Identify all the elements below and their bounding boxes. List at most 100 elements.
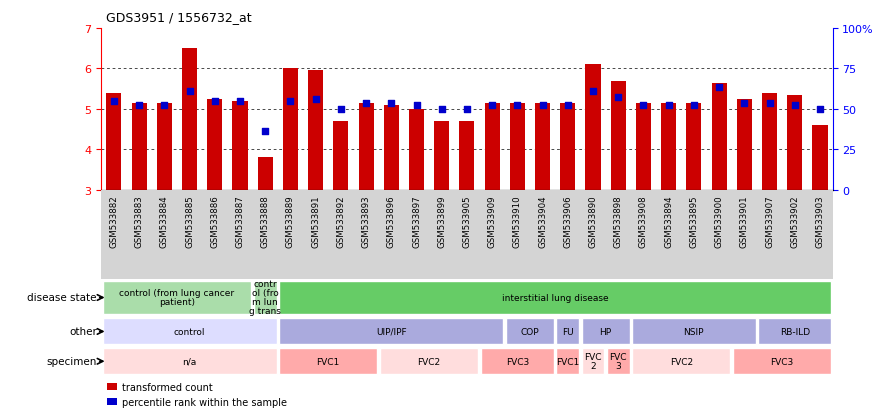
Bar: [380, 349, 478, 374]
Text: interstitial lung disease: interstitial lung disease: [502, 293, 609, 302]
Text: GSM533892: GSM533892: [337, 195, 345, 247]
Point: [510, 102, 524, 109]
Text: HP: HP: [600, 327, 611, 336]
Text: GSM533904: GSM533904: [538, 195, 547, 247]
Bar: [762, 93, 777, 190]
Text: GDS3951 / 1556732_at: GDS3951 / 1556732_at: [106, 11, 251, 24]
Point: [384, 100, 398, 107]
Point: [132, 102, 146, 109]
Text: FVC
2: FVC 2: [584, 352, 602, 370]
Bar: [279, 281, 832, 315]
Bar: [107, 398, 117, 405]
Bar: [733, 349, 832, 374]
Text: GSM533894: GSM533894: [664, 195, 673, 247]
Text: control: control: [174, 327, 205, 336]
Bar: [107, 93, 122, 190]
Point: [308, 96, 322, 103]
Bar: [607, 349, 630, 374]
Bar: [661, 104, 677, 190]
Bar: [308, 71, 323, 190]
Bar: [409, 109, 424, 190]
Bar: [434, 122, 449, 190]
Text: control (from lung cancer
patient): control (from lung cancer patient): [120, 289, 234, 307]
Point: [158, 102, 172, 109]
Text: RB-ILD: RB-ILD: [780, 327, 810, 336]
Point: [662, 102, 676, 109]
Point: [485, 102, 500, 109]
Bar: [712, 83, 727, 190]
Bar: [686, 104, 701, 190]
Text: percentile rank within the sample: percentile rank within the sample: [122, 397, 286, 407]
Text: GSM533902: GSM533902: [790, 195, 799, 247]
Text: GSM533888: GSM533888: [261, 195, 270, 247]
Bar: [632, 349, 730, 374]
Text: transformed count: transformed count: [122, 382, 212, 392]
Bar: [581, 319, 630, 344]
Point: [334, 106, 348, 113]
Text: GSM533903: GSM533903: [816, 195, 825, 247]
Bar: [279, 349, 377, 374]
Bar: [333, 122, 348, 190]
Bar: [586, 65, 601, 190]
Bar: [581, 349, 604, 374]
Text: GSM533891: GSM533891: [311, 195, 320, 247]
Bar: [611, 81, 626, 190]
Point: [208, 98, 222, 105]
Point: [560, 102, 574, 109]
Point: [359, 100, 374, 107]
Text: GSM533909: GSM533909: [488, 195, 497, 247]
Point: [107, 98, 121, 105]
Bar: [102, 349, 277, 374]
Bar: [636, 104, 651, 190]
Bar: [102, 281, 251, 315]
Bar: [182, 49, 197, 190]
Text: GSM533886: GSM533886: [211, 195, 219, 247]
Bar: [207, 100, 222, 190]
Point: [410, 102, 424, 109]
Text: GSM533901: GSM533901: [740, 195, 749, 247]
Text: GSM533883: GSM533883: [135, 195, 144, 247]
Text: GSM533905: GSM533905: [463, 195, 471, 247]
Text: disease state: disease state: [27, 293, 97, 303]
Point: [737, 100, 751, 107]
Text: GSM533890: GSM533890: [589, 195, 597, 247]
Bar: [560, 104, 575, 190]
Bar: [557, 319, 579, 344]
Text: FU: FU: [562, 327, 574, 336]
Bar: [233, 102, 248, 190]
Text: GSM533910: GSM533910: [513, 195, 522, 247]
Bar: [557, 349, 579, 374]
Bar: [257, 158, 273, 190]
Point: [536, 102, 550, 109]
Bar: [131, 104, 147, 190]
Text: COP: COP: [521, 327, 539, 336]
Text: other: other: [69, 327, 97, 337]
Text: GSM533885: GSM533885: [185, 195, 194, 247]
Point: [712, 84, 726, 91]
Text: contr
ol (fro
m lun
g trans: contr ol (fro m lun g trans: [249, 280, 281, 316]
Bar: [157, 104, 172, 190]
Bar: [737, 100, 751, 190]
Bar: [812, 126, 827, 190]
Text: FVC
3: FVC 3: [610, 352, 627, 370]
Bar: [254, 281, 277, 315]
Text: FVC3: FVC3: [506, 357, 529, 366]
Point: [611, 94, 626, 101]
Text: NSIP: NSIP: [684, 327, 704, 336]
Text: GSM533882: GSM533882: [109, 195, 118, 247]
Text: GSM533884: GSM533884: [159, 195, 169, 247]
Point: [762, 100, 776, 107]
Bar: [459, 122, 475, 190]
Text: GSM533897: GSM533897: [412, 195, 421, 247]
Bar: [506, 319, 554, 344]
Text: specimen: specimen: [47, 356, 97, 366]
Point: [586, 88, 600, 95]
Bar: [283, 69, 298, 190]
Text: n/a: n/a: [182, 357, 196, 366]
Text: GSM533906: GSM533906: [563, 195, 573, 247]
Bar: [759, 319, 832, 344]
Text: FVC1: FVC1: [556, 357, 580, 366]
Bar: [279, 319, 504, 344]
Text: GSM533887: GSM533887: [235, 195, 245, 247]
Text: GSM533893: GSM533893: [361, 195, 371, 247]
